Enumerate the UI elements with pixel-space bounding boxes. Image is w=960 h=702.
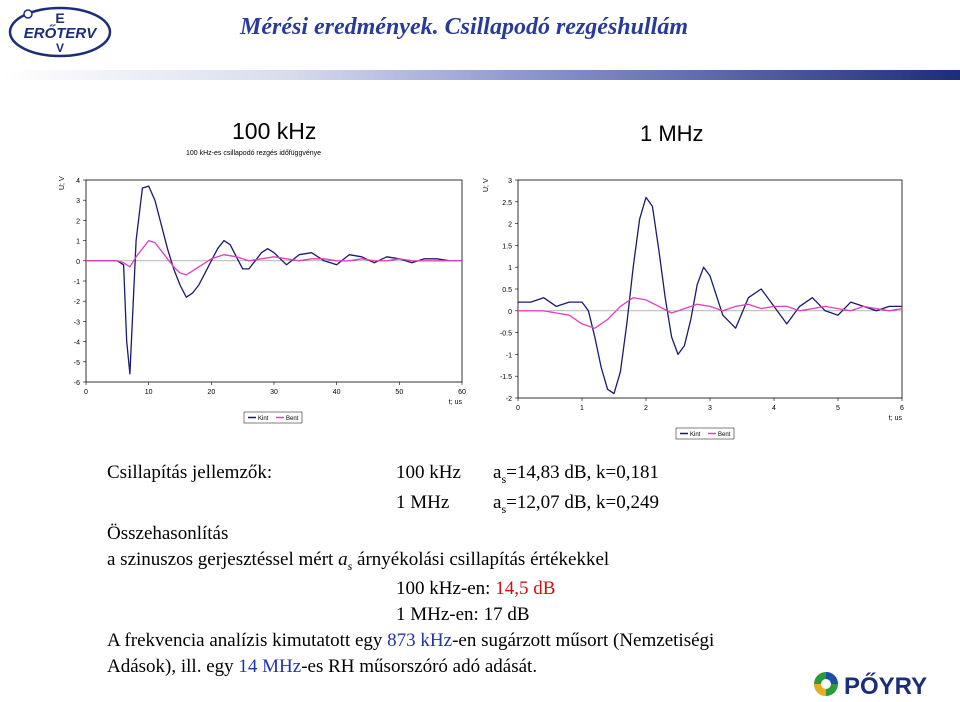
analysis-2a: Adások), ill. egy <box>107 656 239 677</box>
logo-text: ERŐTERV <box>24 24 99 42</box>
result-row2-sub: s <box>501 501 507 516</box>
result-row2-vals: =12,07 dB, k=0,249 <box>506 492 659 513</box>
x-tick-label: 30 <box>270 389 278 396</box>
legend-label-bent: Bent <box>286 416 299 422</box>
y-tick-label: -3 <box>74 319 80 326</box>
header-divider-bar <box>0 70 960 80</box>
y-tick-label: 3 <box>508 178 512 185</box>
y-tick-label: 1.5 <box>502 243 512 250</box>
result-row1-freq: 100 kHz <box>396 462 461 483</box>
analysis-line-1: A frekvencia analízis kimutatott egy 873… <box>107 630 714 652</box>
x-tick-label: 40 <box>333 389 341 396</box>
y-tick-label: -1.5 <box>500 374 512 381</box>
y-axis-label: U; V <box>59 176 66 190</box>
legend-label-kint: Kint <box>258 416 269 422</box>
analysis-1b: 873 kHz <box>387 630 453 651</box>
y-tick-label: 2.5 <box>502 200 512 207</box>
compare-heading: Összehasonlítás <box>107 523 229 544</box>
y-tick-label: 2 <box>76 218 80 225</box>
y-tick-label: -1 <box>74 279 80 286</box>
y-tick-label: -4 <box>74 340 80 347</box>
khz-value: 14,5 dB <box>495 578 556 599</box>
legend-label-kint: Kint <box>690 432 701 438</box>
result-row2-a: a <box>493 492 502 513</box>
x-tick-label: 60 <box>458 389 466 396</box>
plot-area <box>85 179 463 383</box>
y-tick-label: -1 <box>506 352 512 359</box>
chart-left-subtitle: 100 kHz-es csillapodó rezgés időfüggvény… <box>186 150 322 157</box>
x-tick-label: 2 <box>644 405 648 412</box>
x-tick-label: 3 <box>708 405 712 412</box>
x-tick-label: 5 <box>836 405 840 412</box>
x-tick-label: 0 <box>516 405 520 412</box>
results-label: Csillapítás jellemzők: <box>107 462 273 483</box>
result-row1-vals: =14,83 dB, k=0,181 <box>506 462 659 483</box>
y-axis-label: U; V <box>483 178 490 192</box>
result-row2-value: as=12,07 dB, k=0,249 <box>493 492 659 517</box>
x-tick-label: 6 <box>900 405 904 412</box>
logo-v: V <box>56 41 64 55</box>
compare-text-b: árnyékolási csillapítás értékekkel <box>352 549 610 570</box>
x-tick-label: 0 <box>84 389 88 396</box>
page-title: Mérési eredmények. Csillapodó rezgéshull… <box>240 14 688 40</box>
y-tick-label: 1 <box>508 265 512 272</box>
eroterv-logo: E ERŐTERV V <box>8 6 112 58</box>
legend-label-bent: Bent <box>718 432 731 438</box>
khz-label: 100 kHz-en: <box>396 578 496 599</box>
khz-result: 100 kHz-en: 14,5 dB <box>396 578 555 600</box>
result-row1-a: a <box>493 462 502 483</box>
analysis-2b: 14 MHz <box>238 656 302 677</box>
series-line-bent <box>86 239 462 276</box>
x-axis-label: t; us <box>889 415 903 422</box>
result-row1-value: as=14,83 dB, k=0,181 <box>493 462 659 487</box>
series-line-bent <box>518 297 903 329</box>
series-line-kint <box>518 196 902 395</box>
analysis-1c: -en sugárzott műsort (Nemzetiségi <box>452 630 715 651</box>
x-axis-label: t; us <box>449 399 463 406</box>
legend: Kint Bent <box>243 411 303 424</box>
legend-box <box>675 427 735 440</box>
y-tick-label: 0 <box>508 309 512 316</box>
mhz-result: 1 MHz-en: 17 dB <box>396 604 530 625</box>
logo-e: E <box>55 10 64 26</box>
y-tick-label: 3 <box>76 198 80 205</box>
compare-text-a: a szinuszos gerjesztéssel mért <box>107 549 339 570</box>
y-tick-label: -0.5 <box>500 331 512 338</box>
x-tick-label: 10 <box>145 389 153 396</box>
y-tick-label: 2 <box>508 222 512 229</box>
chart-1mhz: 3 2.5 2 1.5 1 0.5 0 -0.5 -1 -1.5 -2 0 1 2 3 4 5 6 U; V t; u… <box>483 178 904 440</box>
poyry-logo: PŐYRY <box>814 672 927 700</box>
compare-line: a szinuszos gerjesztéssel mért as árnyék… <box>107 549 609 574</box>
chart-left-title: 100 kHz <box>232 118 317 144</box>
plot-area <box>517 179 903 399</box>
analysis-line-2: Adások), ill. egy 14 MHz-es RH műsorszór… <box>107 656 537 678</box>
legend-box <box>243 411 303 424</box>
y-tick-label: 1 <box>76 239 80 246</box>
chart-right-title: 1 MHz <box>640 121 704 146</box>
y-tick-label: 0.5 <box>502 287 512 294</box>
y-tick-label: 4 <box>76 178 80 185</box>
compare-var: a <box>338 549 348 570</box>
result-row1-sub: s <box>501 471 507 486</box>
analysis-1a: A frekvencia analízis kimutatott egy <box>107 630 388 651</box>
y-tick-label: -5 <box>74 360 80 367</box>
y-tick-label: -2 <box>74 299 80 306</box>
legend: Kint Bent <box>675 427 735 440</box>
x-tick-label: 1 <box>580 405 584 412</box>
y-tick-label: -6 <box>74 380 80 387</box>
x-tick-label: 50 <box>395 389 403 396</box>
y-tick-label: 0 <box>76 259 80 266</box>
compare-sub: s <box>347 558 353 573</box>
result-row2-freq: 1 MHz <box>396 492 450 513</box>
x-tick-label: 20 <box>207 389 215 396</box>
poyry-text: PŐYRY <box>844 672 927 700</box>
y-tick-label: -2 <box>506 396 512 403</box>
analysis-2c: -es RH műsorszóró adó adását. <box>301 656 538 677</box>
x-tick-label: 4 <box>772 405 776 412</box>
